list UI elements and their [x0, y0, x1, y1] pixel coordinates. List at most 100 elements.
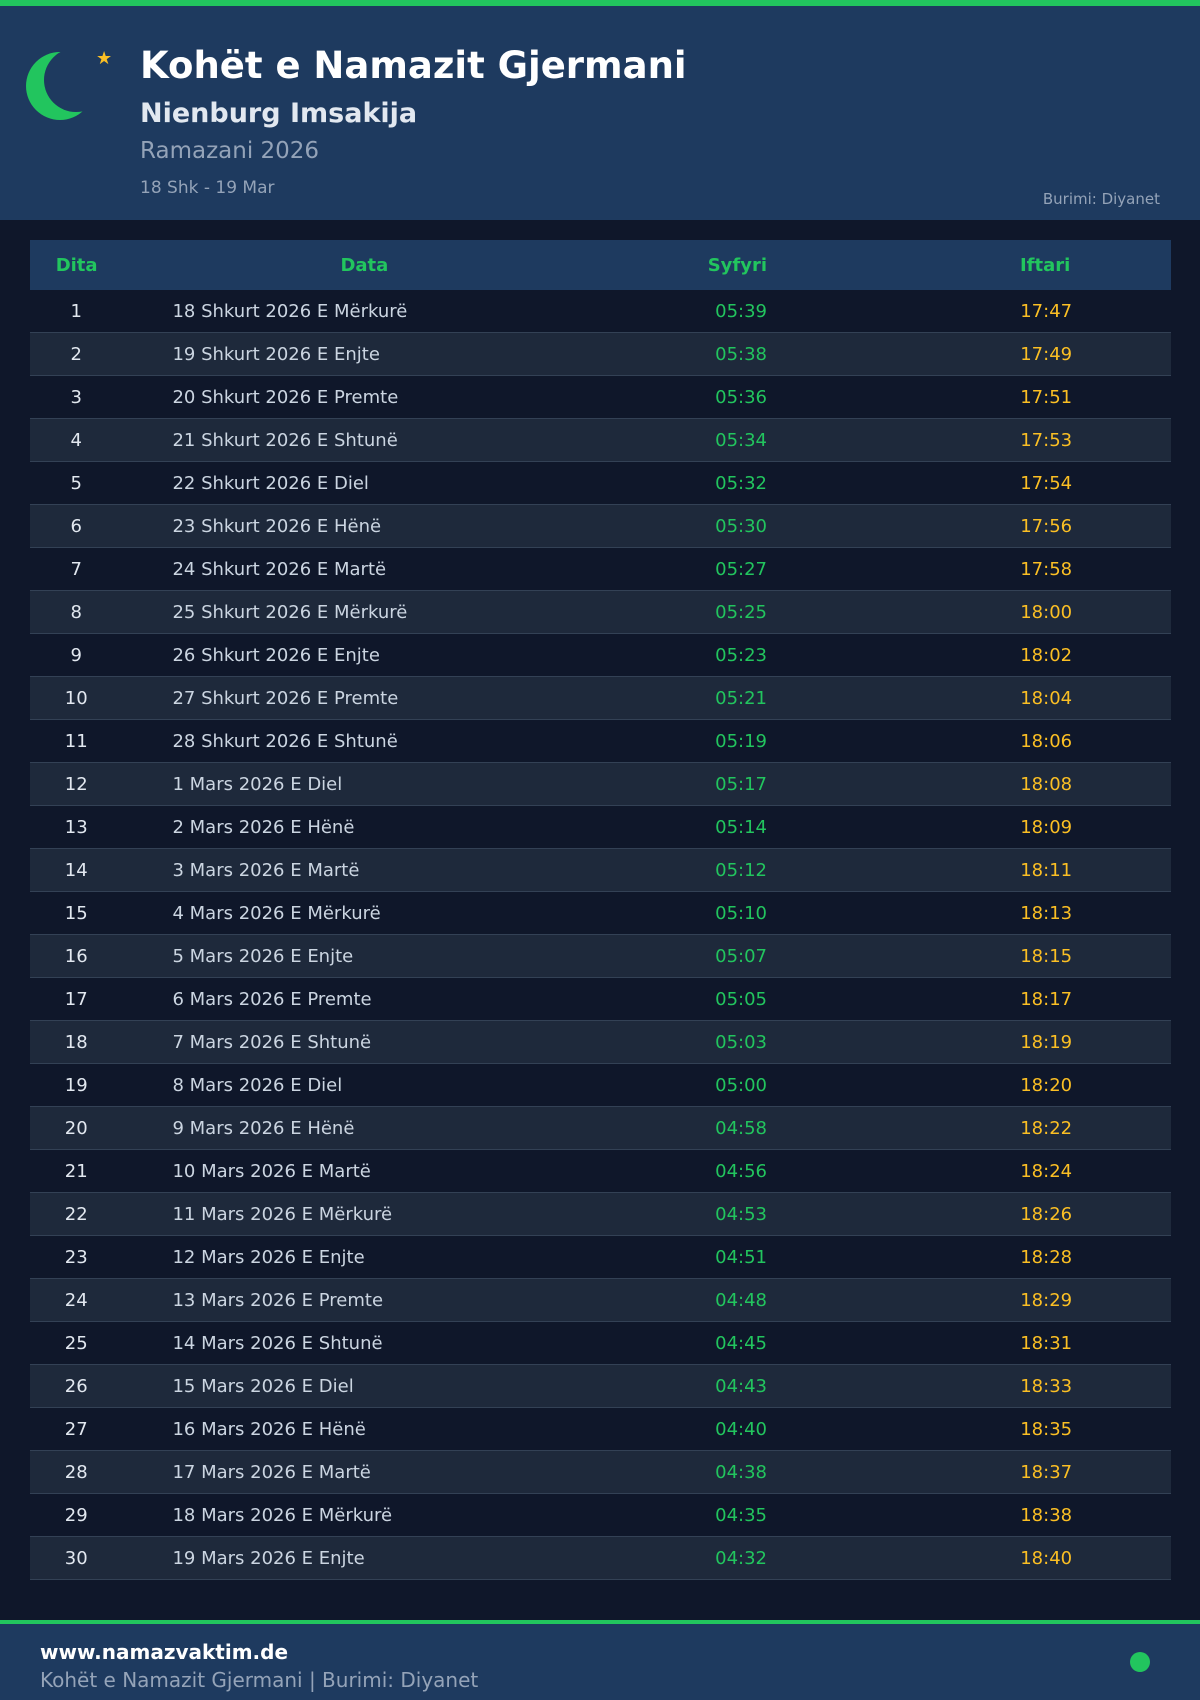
cell-day: 3 [70, 386, 82, 408]
cell-day: 5 [70, 472, 82, 494]
cell-iftar: 18:11 [1020, 859, 1073, 881]
cell-date: 24 Shkurt 2026 E Martë [172, 558, 387, 580]
cell-day: 17 [64, 988, 88, 1010]
cell-iftar: 18:35 [1020, 1418, 1073, 1440]
column-header-iftar: Iftari [1019, 254, 1071, 276]
cell-suhoor: 05:30 [715, 515, 767, 537]
cell-iftar: 18:08 [1020, 773, 1073, 795]
cell-day: 26 [64, 1375, 88, 1397]
cell-suhoor: 04:56 [715, 1160, 767, 1182]
cell-day: 15 [64, 902, 88, 924]
table-row: 5 22 Shkurt 2026 E Diel 05:32 17:54 [30, 462, 1171, 505]
cell-day: 18 [64, 1031, 88, 1053]
cell-suhoor: 05:34 [715, 429, 767, 451]
cell-day: 14 [64, 859, 88, 881]
cell-suhoor: 05:27 [715, 558, 767, 580]
cell-iftar: 17:54 [1020, 472, 1073, 494]
cell-suhoor: 04:58 [715, 1117, 767, 1139]
cell-day: 11 [64, 730, 88, 752]
cell-date: 4 Mars 2026 E Mërkurë [172, 902, 381, 924]
cell-suhoor: 05:14 [715, 816, 767, 838]
table-row: 10 27 Shkurt 2026 E Premte 05:21 18:04 [30, 677, 1171, 720]
cell-date: 6 Mars 2026 E Premte [172, 988, 372, 1010]
column-header-date: Data [340, 254, 389, 276]
cell-day: 29 [64, 1504, 88, 1526]
cell-suhoor: 04:53 [715, 1203, 767, 1225]
table-row: 14 3 Mars 2026 E Martë 05:12 18:11 [30, 849, 1171, 892]
cell-date: 14 Mars 2026 E Shtunë [172, 1332, 383, 1354]
cell-iftar: 18:28 [1020, 1246, 1073, 1268]
cell-suhoor: 05:19 [715, 730, 767, 752]
cell-iftar: 18:04 [1020, 687, 1073, 709]
cell-suhoor: 04:35 [715, 1504, 767, 1526]
cell-date: 16 Mars 2026 E Hënë [172, 1418, 366, 1440]
cell-iftar: 17:49 [1020, 343, 1073, 365]
table-row: 25 14 Mars 2026 E Shtunë 04:45 18:31 [30, 1322, 1171, 1365]
cell-suhoor: 04:40 [715, 1418, 767, 1440]
cell-day: 30 [64, 1547, 88, 1569]
table-row: 8 25 Shkurt 2026 E Mërkurë 05:25 18:00 [30, 591, 1171, 634]
table-row: 1 18 Shkurt 2026 E Mërkurë 05:39 17:47 [30, 290, 1171, 333]
cell-day: 13 [64, 816, 88, 838]
cell-date: 25 Shkurt 2026 E Mërkurë [172, 601, 408, 623]
cell-iftar: 17:51 [1020, 386, 1073, 408]
table-row: 22 11 Mars 2026 E Mërkurë 04:53 18:26 [30, 1193, 1171, 1236]
table-row: 7 24 Shkurt 2026 E Martë 05:27 17:58 [30, 548, 1171, 591]
cell-date: 11 Mars 2026 E Mërkurë [172, 1203, 393, 1225]
cell-suhoor: 05:38 [715, 343, 767, 365]
cell-iftar: 18:33 [1020, 1375, 1073, 1397]
cell-iftar: 18:15 [1020, 945, 1073, 967]
cell-iftar: 18:19 [1020, 1031, 1073, 1053]
column-header-day: Dita [55, 254, 98, 276]
cell-day: 7 [70, 558, 82, 580]
cell-day: 28 [64, 1461, 88, 1483]
cell-date: 18 Mars 2026 E Mërkurë [172, 1504, 393, 1526]
cell-day: 19 [64, 1074, 88, 1096]
cell-iftar: 17:53 [1020, 429, 1073, 451]
table-row: 30 19 Mars 2026 E Enjte 04:32 18:40 [30, 1537, 1171, 1580]
cell-iftar: 18:20 [1020, 1074, 1073, 1096]
cell-suhoor: 05:32 [715, 472, 767, 494]
cell-day: 21 [64, 1160, 88, 1182]
cell-iftar: 18:13 [1020, 902, 1073, 924]
cell-suhoor: 05:39 [715, 300, 767, 322]
cell-suhoor: 04:51 [715, 1246, 767, 1268]
cell-date: 26 Shkurt 2026 E Enjte [172, 644, 380, 666]
cell-suhoor: 05:07 [715, 945, 767, 967]
table-row: 28 17 Mars 2026 E Martë 04:38 18:37 [30, 1451, 1171, 1494]
table-row: 12 1 Mars 2026 E Diel 05:17 18:08 [30, 763, 1171, 806]
cell-date: 18 Shkurt 2026 E Mërkurë [172, 300, 408, 322]
table-row: 15 4 Mars 2026 E Mërkurë 05:10 18:13 [30, 892, 1171, 935]
cell-suhoor: 04:48 [715, 1289, 767, 1311]
cell-date: 28 Shkurt 2026 E Shtunë [172, 730, 398, 752]
cell-date: 3 Mars 2026 E Martë [172, 859, 360, 881]
cell-suhoor: 04:38 [715, 1461, 767, 1483]
cell-date: 19 Shkurt 2026 E Enjte [172, 343, 380, 365]
cell-suhoor: 05:05 [715, 988, 767, 1010]
cell-day: 22 [64, 1203, 88, 1225]
cell-date: 23 Shkurt 2026 E Hënë [172, 515, 382, 537]
cell-iftar: 18:00 [1020, 601, 1073, 623]
source-label: Burimi: Diyanet [1042, 190, 1160, 208]
period-label: Ramazani 2026 [140, 138, 320, 164]
footer-site-link[interactable]: www.namazvaktim.de [40, 1640, 289, 1664]
cell-suhoor: 05:03 [715, 1031, 767, 1053]
cell-day: 20 [64, 1117, 88, 1139]
cell-date: 27 Shkurt 2026 E Premte [172, 687, 399, 709]
cell-date: 2 Mars 2026 E Hënë [172, 816, 355, 838]
cell-iftar: 18:40 [1020, 1547, 1073, 1569]
cell-day: 9 [70, 644, 82, 666]
cell-day: 27 [64, 1418, 88, 1440]
table-row: 2 19 Shkurt 2026 E Enjte 05:38 17:49 [30, 333, 1171, 376]
cell-day: 16 [64, 945, 88, 967]
cell-iftar: 17:47 [1020, 300, 1073, 322]
cell-suhoor: 05:12 [715, 859, 767, 881]
table-row: 29 18 Mars 2026 E Mërkurë 04:35 18:38 [30, 1494, 1171, 1537]
table-body: 1 18 Shkurt 2026 E Mërkurë 05:39 17:47 2 19 S… [30, 290, 1171, 1580]
table-row: 27 16 Mars 2026 E Hënë 04:40 18:35 [30, 1408, 1171, 1451]
cell-suhoor: 04:43 [715, 1375, 767, 1397]
cell-date: 13 Mars 2026 E Premte [172, 1289, 384, 1311]
cell-date: 17 Mars 2026 E Martë [172, 1461, 371, 1483]
cell-date: 10 Mars 2026 E Martë [172, 1160, 371, 1182]
cell-iftar: 18:26 [1020, 1203, 1073, 1225]
